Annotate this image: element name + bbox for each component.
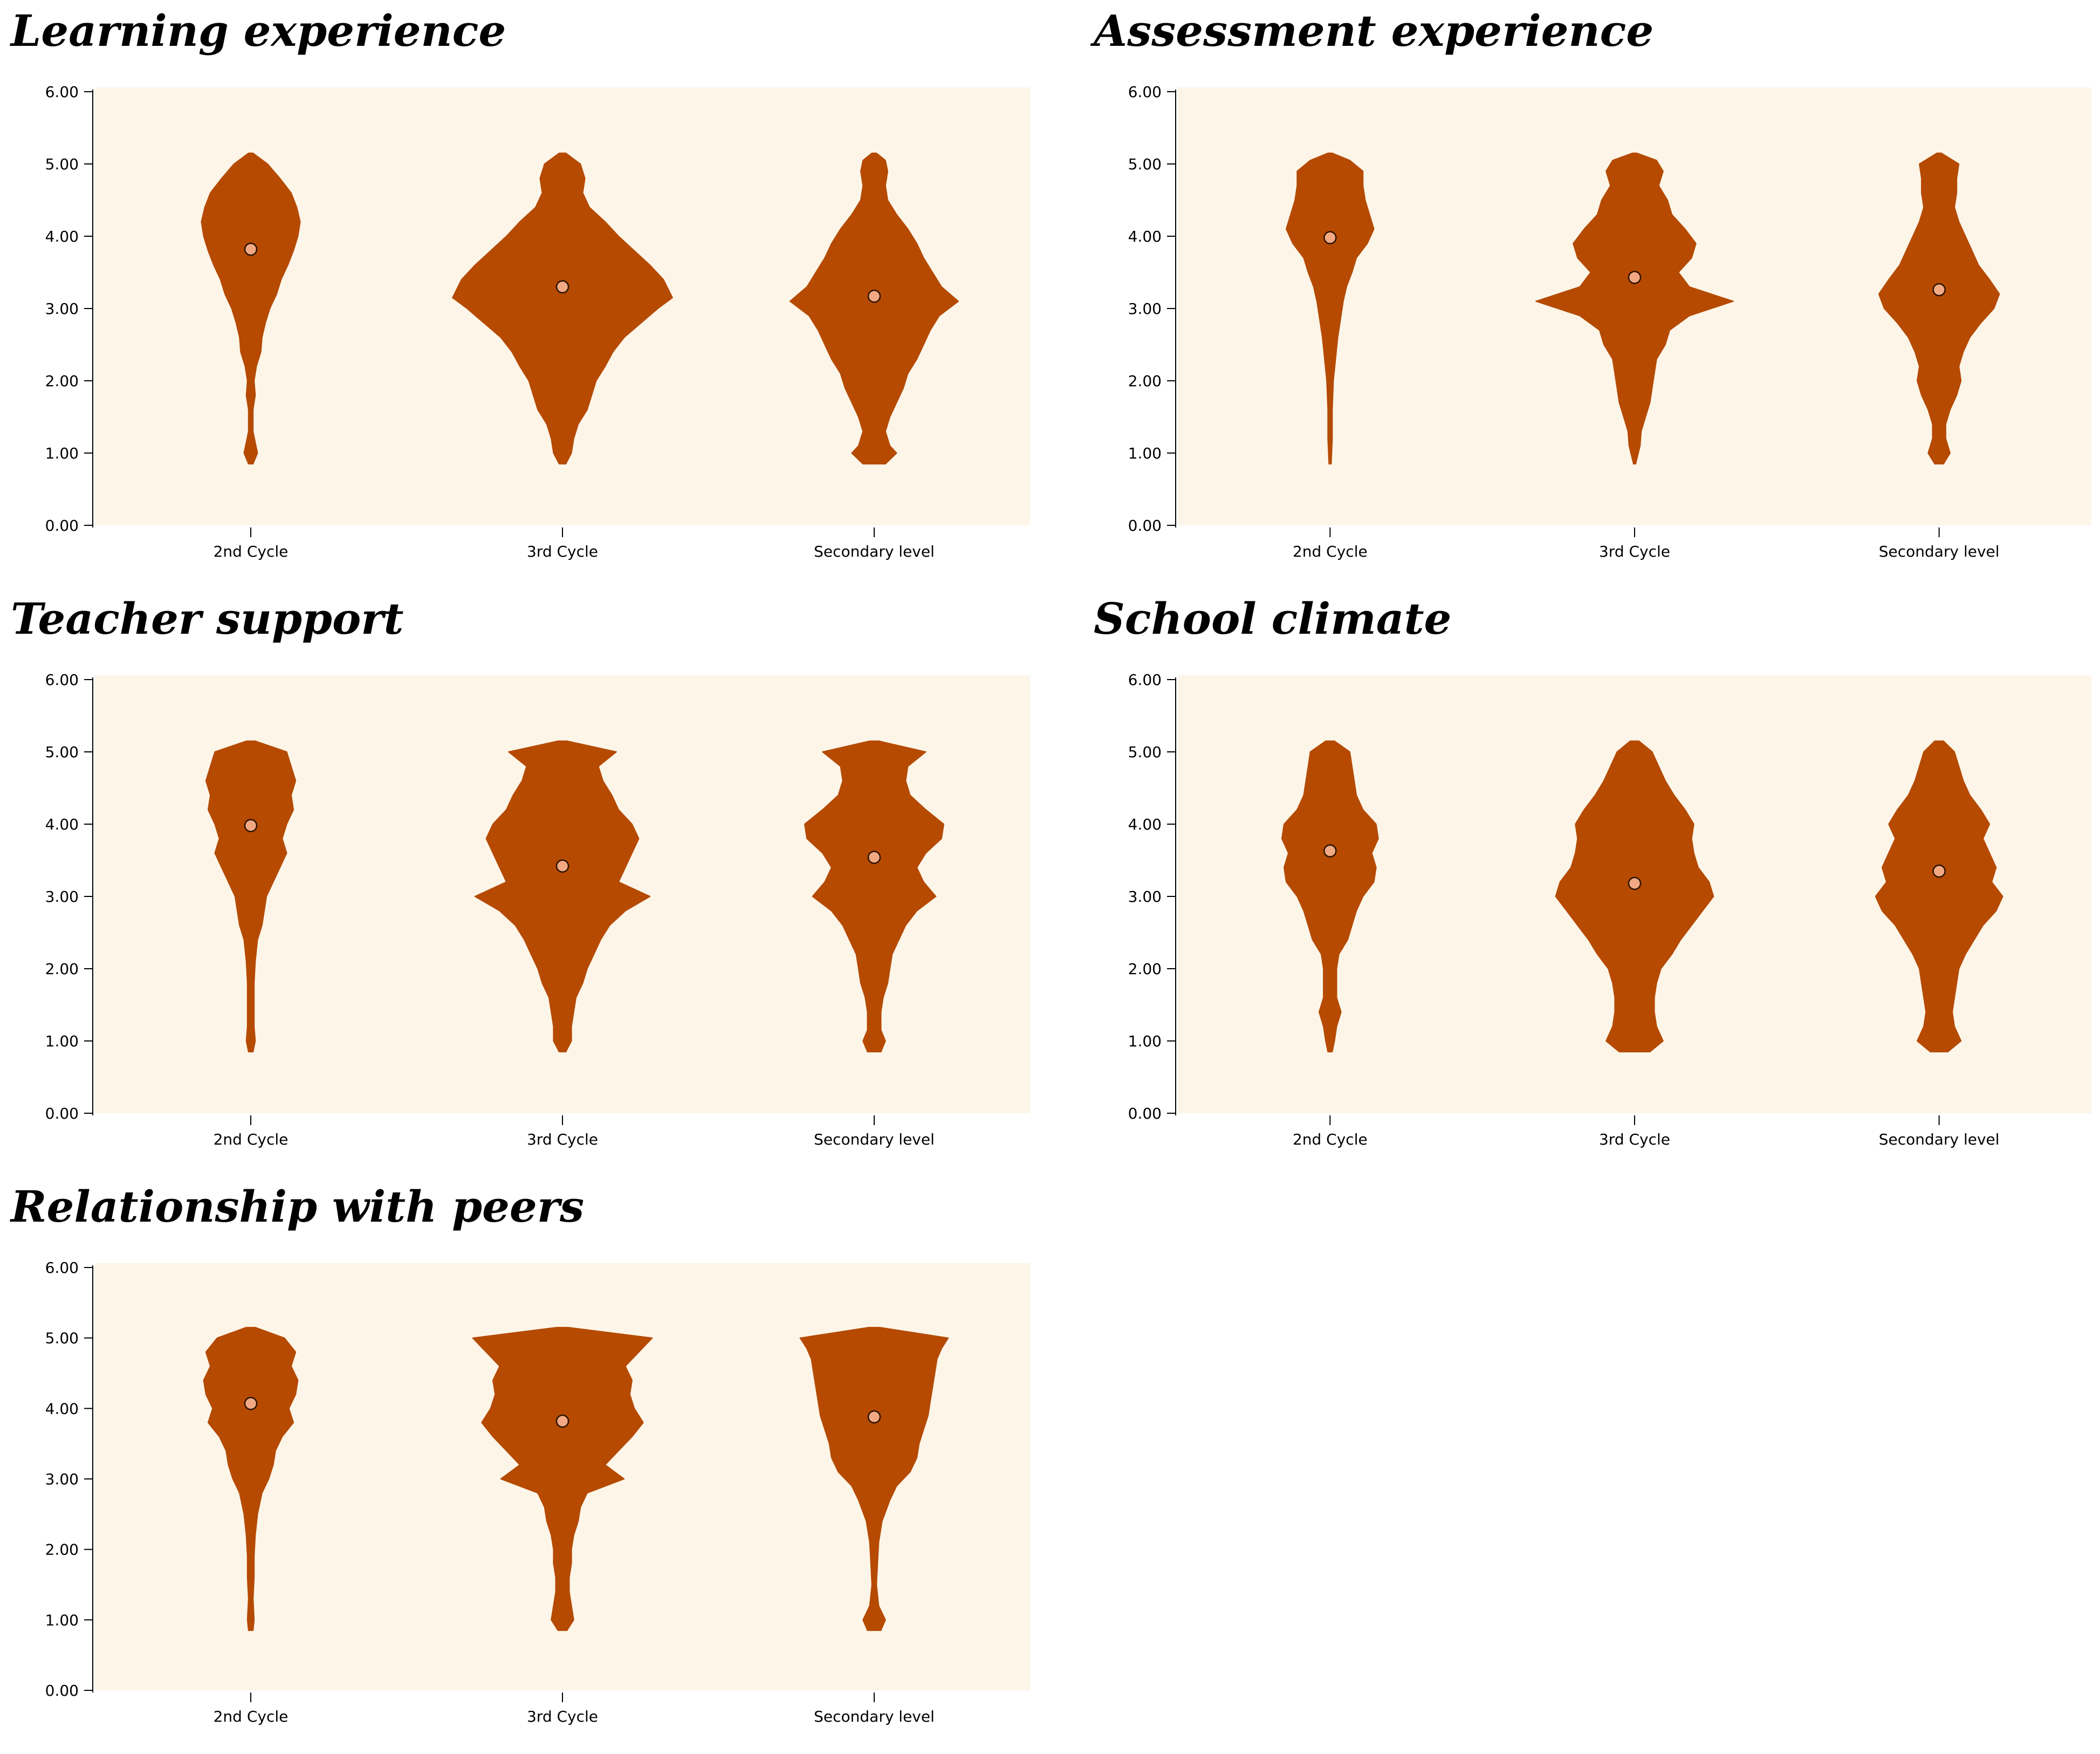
x-tick-label: 2nd Cycle [1293, 1130, 1368, 1148]
x-tick-label: Secondary level [814, 1130, 935, 1148]
chart-title: Relationship with peers [11, 1181, 585, 1232]
chart-title: Learning experience [11, 5, 506, 56]
y-tick-label: 3.00 [1128, 300, 1162, 318]
y-tick-label: 6.00 [45, 83, 79, 101]
mean-marker-secondary-level [1932, 864, 1946, 878]
mean-marker-secondary-level [867, 1410, 881, 1424]
violin-3rd-cycle [472, 1327, 653, 1631]
mean-marker-2nd-cycle [244, 242, 258, 256]
y-tick-label: 1.00 [45, 1032, 79, 1050]
y-tick-label: 3.00 [45, 1470, 79, 1488]
x-tick-label: Secondary level [1879, 1130, 2000, 1148]
y-tick-label: 6.00 [45, 671, 79, 689]
x-tick-label: 3rd Cycle [1599, 1130, 1670, 1148]
y-tick-label: 4.00 [45, 1400, 79, 1417]
violin-chart-teacher-support: 0.00 1.00 2.00 3.00 4.00 5.00 6.00 2nd Cycle 3rd… [45, 671, 1030, 1148]
x-tick-label: Secondary level [814, 1708, 935, 1725]
mean-marker-3rd-cycle [555, 280, 569, 294]
violin-chart-assessment-experience: 0.00 1.00 2.00 3.00 4.00 5.00 6.00 2nd Cycle 3rd… [1128, 83, 2091, 560]
mean-marker-2nd-cycle [1323, 231, 1337, 244]
violin-2nd-cycle [205, 740, 297, 1053]
y-tick-label: 1.00 [1128, 444, 1162, 462]
mean-marker-3rd-cycle [1628, 876, 1642, 890]
violin-2nd-cycle [1286, 152, 1375, 465]
y-tick-label: 4.00 [1128, 816, 1162, 833]
chart-title: Teacher support [11, 593, 404, 644]
y-tick-label: 2.00 [45, 960, 79, 978]
y-tick-label: 5.00 [45, 155, 79, 173]
violin-secondary-level [1875, 740, 2003, 1053]
mean-marker-secondary-level [867, 851, 881, 864]
mean-marker-secondary-level [867, 289, 881, 303]
violin-chart-relationship-with-peers: 0.00 1.00 2.00 3.00 4.00 5.00 6.00 2nd Cycle 3rd… [45, 1259, 1030, 1725]
mean-marker-3rd-cycle [555, 859, 569, 873]
y-tick-label: 3.00 [45, 888, 79, 906]
violin-secondary-level [789, 152, 959, 465]
y-tick-label: 4.00 [45, 228, 79, 245]
y-tick-label: 2.00 [1128, 372, 1162, 390]
x-tick-label: 2nd Cycle [214, 1708, 289, 1725]
x-tick-label: Secondary level [1879, 543, 2000, 560]
y-tick-label: 0.00 [45, 517, 79, 535]
panel-learning-experience: Learning experience 0.00 1.00 2.00 3.00 4.00… [11, 5, 1035, 588]
y-tick-label: 2.00 [45, 1541, 79, 1559]
violin-2nd-cycle [201, 152, 301, 465]
y-tick-label: 0.00 [45, 1105, 79, 1122]
x-tick-label: 2nd Cycle [214, 1130, 289, 1148]
x-tick-label: 3rd Cycle [527, 543, 598, 560]
y-tick-label: 5.00 [45, 1330, 79, 1347]
violin-3rd-cycle [474, 740, 651, 1053]
y-tick-label: 0.00 [45, 1682, 79, 1700]
panel-relationship-with-peers: Relationship with peers 0.00 1.00 2.00 3.00… [11, 1181, 1035, 1753]
y-tick-label: 6.00 [45, 1259, 79, 1277]
violin-secondary-level [1878, 152, 2000, 465]
y-tick-label: 4.00 [1128, 228, 1162, 245]
violin-3rd-cycle [1555, 740, 1714, 1053]
panel-school-climate: School climate 0.00 1.00 2.00 3.00 4.00 5.00 6… [1094, 593, 2097, 1176]
x-tick-label: 2nd Cycle [214, 543, 289, 560]
y-tick-label: 3.00 [45, 300, 79, 318]
x-tick-label: Secondary level [814, 543, 935, 560]
chart-title: School climate [1094, 593, 1452, 644]
mean-marker-2nd-cycle [244, 1396, 258, 1410]
y-tick-label: 1.00 [45, 1611, 79, 1629]
mean-marker-3rd-cycle [555, 1414, 569, 1428]
y-tick-label: 0.00 [1128, 517, 1162, 535]
violin-3rd-cycle [452, 152, 673, 465]
y-tick-label: 5.00 [1128, 155, 1162, 173]
y-tick-label: 5.00 [1128, 743, 1162, 761]
chart-title: Assessment experience [1094, 5, 1654, 56]
mean-marker-3rd-cycle [1628, 271, 1642, 284]
y-tick-label: 4.00 [45, 816, 79, 833]
panel-assessment-experience: Assessment experience 0.00 1.00 2.00 3.00 4.… [1094, 5, 2097, 588]
y-tick-label: 1.00 [45, 444, 79, 462]
y-tick-label: 2.00 [1128, 960, 1162, 978]
x-tick-label: 3rd Cycle [527, 1130, 598, 1148]
violin-chart-school-climate: 0.00 1.00 2.00 3.00 4.00 5.00 6.00 2nd Cycle 3rd… [1128, 671, 2091, 1148]
violin-secondary-level [799, 1327, 949, 1631]
mean-marker-secondary-level [1932, 283, 1946, 297]
x-tick-label: 3rd Cycle [1599, 543, 1670, 560]
violin-2nd-cycle [203, 1327, 299, 1631]
y-tick-label: 6.00 [1128, 83, 1162, 101]
y-tick-label: 6.00 [1128, 671, 1162, 689]
x-tick-label: 2nd Cycle [1293, 543, 1368, 560]
y-tick-label: 1.00 [1128, 1032, 1162, 1050]
violin-secondary-level [804, 740, 944, 1053]
y-tick-label: 2.00 [45, 372, 79, 390]
mean-marker-2nd-cycle [1323, 844, 1337, 858]
panel-teacher-support: Teacher support 0.00 1.00 2.00 3.00 4.00 5.00… [11, 593, 1035, 1176]
y-tick-label: 3.00 [1128, 888, 1162, 906]
violin-3rd-cycle [1535, 152, 1734, 465]
violin-2nd-cycle [1281, 740, 1379, 1053]
mean-marker-2nd-cycle [244, 819, 258, 832]
x-tick-label: 3rd Cycle [527, 1708, 598, 1725]
y-tick-label: 0.00 [1128, 1105, 1162, 1122]
y-tick-label: 5.00 [45, 743, 79, 761]
violin-chart-learning-experience: 0.00 1.00 2.00 3.00 4.00 5.00 6.00 2nd Cycle 3rd… [45, 83, 1030, 560]
